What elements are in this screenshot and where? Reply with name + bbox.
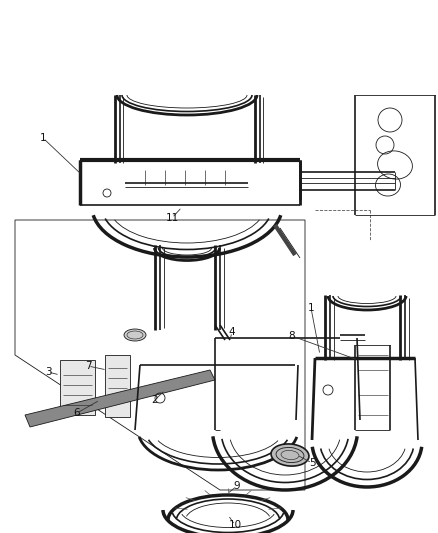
Text: 4: 4 — [229, 327, 235, 337]
Text: 2: 2 — [152, 395, 158, 405]
Bar — [105, 355, 130, 417]
Ellipse shape — [271, 444, 309, 466]
Text: 11: 11 — [166, 213, 179, 223]
Text: 1: 1 — [307, 303, 314, 313]
Text: 7: 7 — [85, 361, 91, 371]
Text: 3: 3 — [45, 367, 51, 377]
Text: 1: 1 — [40, 133, 46, 143]
Text: 8: 8 — [289, 331, 295, 341]
Text: 10: 10 — [229, 520, 242, 530]
Polygon shape — [25, 370, 215, 427]
Text: 9: 9 — [234, 481, 240, 491]
Ellipse shape — [124, 329, 146, 341]
Text: 6: 6 — [74, 408, 80, 418]
Text: 5: 5 — [309, 458, 315, 468]
FancyBboxPatch shape — [60, 360, 95, 415]
